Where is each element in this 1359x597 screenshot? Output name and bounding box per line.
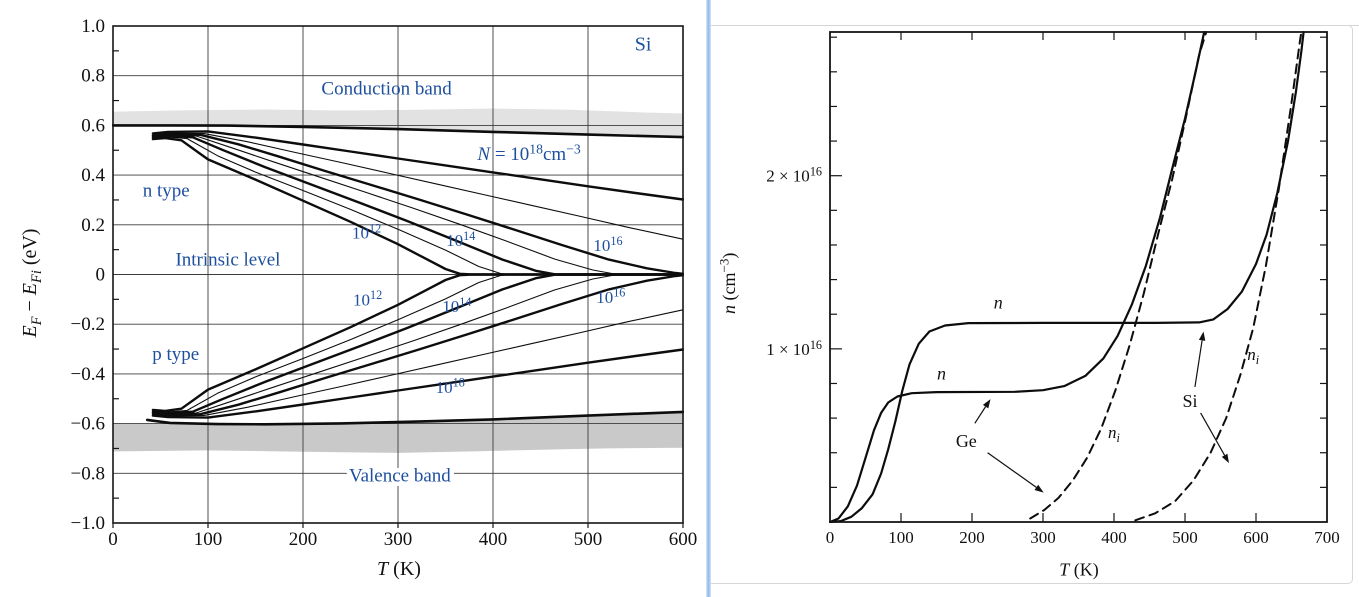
- series-layer: [829, 31, 1305, 523]
- arrow-head: [1198, 331, 1206, 341]
- label-n-type: n type: [143, 181, 190, 202]
- series-p-type-Na-1e15: [152, 273, 684, 415]
- x-tick-label: 600: [669, 529, 698, 550]
- x-tick-label: 300: [384, 529, 413, 550]
- label-n-1e16: 1016: [593, 234, 622, 255]
- y-tick-label: 0.8: [81, 66, 105, 87]
- label-p-1e16: 1016: [596, 286, 625, 307]
- x-tick-label: 500: [574, 529, 603, 550]
- right-chart: 0 100 200 300 400 500 600 700 1 × 1016 2 × 1016 n n…: [717, 31, 1340, 580]
- y-tick-label: 0.6: [81, 115, 105, 136]
- label-p-type: p type: [152, 344, 199, 365]
- series-Ev-band-edge: [145, 410, 684, 426]
- series-p-type-Na-1e12: [151, 273, 684, 413]
- arrow-head: [1034, 484, 1044, 493]
- x-tick-label: 700: [1314, 528, 1340, 547]
- series-n-type-Nd-1e16: [151, 132, 684, 275]
- y-tick-label: −0.6: [71, 414, 105, 435]
- x-tick-label: 100: [888, 528, 914, 547]
- series-n-type-Nd-1e15: [152, 134, 684, 276]
- series-ge-ni: [1029, 31, 1208, 520]
- series-si-ni: [1134, 31, 1303, 522]
- label-conduction-band: Conduction band: [321, 78, 452, 99]
- label-si: Si: [635, 33, 652, 55]
- x-tick-label: 0: [108, 529, 118, 550]
- x-tick-label: 200: [289, 529, 318, 550]
- series-n-type-Nd-1e17: [152, 132, 684, 240]
- left-chart: 0 100 200 300 400 500 600 1.0 0.8 0.6 0.4 0.2 0 −0.2 −…: [19, 16, 698, 580]
- series-p-type-Na-1e13: [152, 273, 684, 413]
- label-p-1e14: 1014: [442, 295, 471, 316]
- plot-frame: [829, 31, 1328, 523]
- arrow-head: [982, 399, 991, 409]
- arrow-line: [1200, 412, 1226, 456]
- label-p-1e18: 1018: [436, 376, 465, 397]
- arrow-line: [987, 452, 1037, 488]
- y-tick-label: 1 × 1016: [766, 338, 822, 359]
- y-tick-label: 0: [96, 265, 106, 286]
- panel-left-accent-line: [706, 0, 711, 597]
- x-tick-label: 500: [1172, 528, 1198, 547]
- series-p-type-Na-1e17: [152, 309, 684, 417]
- arrow-line: [1194, 340, 1203, 388]
- label-n-si-curve: n: [994, 292, 1003, 312]
- label-ge: Ge: [956, 431, 977, 451]
- x-tick-label: 600: [1243, 528, 1269, 547]
- x-tick-label: 400: [479, 529, 508, 550]
- y-tick-label: −0.2: [71, 314, 105, 335]
- series-p-type-Na-1e16: [151, 274, 684, 417]
- y-tick-label: 1.0: [81, 16, 105, 37]
- y-tick-label: 2 × 1016: [766, 165, 822, 186]
- x-axis-title: T (K): [1059, 559, 1099, 580]
- label-si: Si: [1182, 391, 1197, 411]
- x-tick-label: 400: [1101, 528, 1127, 547]
- series-p-type-Na-1e18: [151, 348, 684, 419]
- label-ni-ge: ni: [1108, 423, 1121, 445]
- series-n-type-Nd-1e18: [151, 130, 684, 201]
- y-tick-label: 0.4: [81, 165, 105, 186]
- label-ni-si: ni: [1247, 345, 1260, 367]
- series-p-type-Na-1e14: [151, 273, 684, 415]
- y-tick-label: −0.8: [71, 463, 105, 484]
- label-valence-band: Valence band: [349, 465, 451, 486]
- right-panel-card: 0 100 200 300 400 500 600 700 1 × 1016 2 × 1016 n n…: [706, 25, 1353, 584]
- arrow-line: [974, 406, 987, 424]
- label-n-1e12: 1012: [352, 222, 381, 243]
- y-tick-label: 0.2: [81, 215, 105, 236]
- y-tick-label: −0.4: [71, 364, 106, 385]
- series-layer: [112, 124, 684, 426]
- series-Ec-band-edge: [112, 124, 684, 139]
- label-intrinsic-level: Intrinsic level: [175, 250, 280, 271]
- x-tick-label: 200: [959, 528, 985, 547]
- arrow-head: [1221, 453, 1229, 464]
- label-N-1e18: N = 1018cm−3: [476, 141, 581, 165]
- series-si-n: [829, 31, 1305, 523]
- x-tick-label: 300: [1030, 528, 1056, 547]
- y-axis-title: EF − EFi (eV): [19, 229, 45, 339]
- label-p-1e12: 1012: [353, 288, 382, 309]
- label-n-ge-curve: n: [937, 363, 946, 383]
- y-axis-title: n (cm−3): [717, 253, 741, 314]
- x-axis-title: T (K): [377, 558, 421, 580]
- series-ge-n: [829, 31, 1206, 523]
- series-n-type-Nd-1e12: [151, 136, 684, 276]
- y-tick-label: −1.0: [71, 513, 105, 534]
- x-tick-label: 0: [826, 528, 835, 547]
- label-n-1e14: 1014: [446, 229, 475, 250]
- x-tick-label: 100: [194, 529, 223, 550]
